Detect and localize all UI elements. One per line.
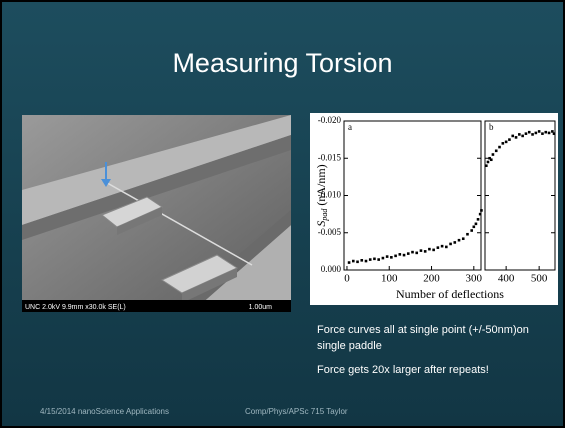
- point: [498, 146, 501, 149]
- point: [369, 258, 372, 261]
- point: [548, 132, 551, 135]
- point: [360, 259, 363, 262]
- y-label-unit: (nA/nm): [314, 164, 328, 205]
- point: [490, 158, 493, 161]
- point: [485, 164, 488, 167]
- point: [492, 153, 495, 156]
- point: [377, 258, 380, 261]
- point: [407, 252, 410, 255]
- footer-left: 4/15/2014 nanoScience Applications: [40, 407, 169, 416]
- y-tick-label: -0.020: [318, 115, 342, 125]
- x-axis-label: Number of deflections: [396, 287, 504, 301]
- point: [535, 132, 538, 135]
- point: [541, 132, 544, 135]
- point: [403, 254, 406, 257]
- y-tick-label: -0.015: [318, 152, 342, 162]
- point: [511, 135, 514, 138]
- point: [458, 239, 461, 242]
- point: [365, 260, 368, 263]
- point: [445, 246, 448, 249]
- y-label-subscript: pad: [320, 208, 329, 222]
- point: [420, 249, 423, 252]
- point: [473, 225, 476, 228]
- sem-image: UNC 2.0kV 9.9mm x30.0k SE(L) 1.00um: [22, 115, 291, 312]
- point: [551, 130, 554, 133]
- point: [462, 237, 465, 240]
- x-tick-label: 200: [423, 273, 440, 285]
- panel-label: a: [348, 122, 352, 132]
- point: [382, 257, 385, 260]
- panel-label: b: [489, 122, 494, 132]
- point: [479, 213, 482, 216]
- x-tick-label: 400: [498, 273, 515, 285]
- point: [505, 141, 508, 144]
- point: [453, 241, 456, 244]
- point: [495, 150, 498, 153]
- point: [518, 133, 521, 136]
- x-tick-label: 100: [381, 273, 398, 285]
- point: [373, 258, 376, 261]
- point: [424, 250, 427, 253]
- point: [432, 249, 435, 252]
- image-caption: UNC 2.0kV 9.9mm x30.0k SE(L): [25, 304, 126, 311]
- point: [411, 251, 414, 254]
- slide: Measuring Torsion UNC 2.0kV 9.9mm x30.0k…: [0, 0, 565, 428]
- point: [515, 136, 518, 139]
- point: [352, 260, 355, 263]
- point: [525, 132, 528, 135]
- point: [475, 223, 478, 226]
- point: [386, 255, 389, 258]
- point: [528, 131, 531, 134]
- point: [394, 255, 397, 258]
- point: [428, 248, 431, 251]
- point: [521, 135, 524, 138]
- point: [487, 161, 490, 164]
- point: [356, 261, 359, 264]
- point: [348, 261, 351, 264]
- chart: 0.000-0.005-0.010-0.015-0.020Spad(nA/nm)…: [310, 113, 558, 305]
- point: [390, 256, 393, 259]
- point: [502, 142, 505, 145]
- point: [470, 229, 473, 232]
- point: [538, 130, 541, 133]
- image-scale: 1.00um: [249, 304, 273, 311]
- point: [399, 253, 402, 256]
- bullet: Force curves all at single point (+/-50n…: [317, 322, 553, 354]
- x-tick-label: 0: [344, 273, 350, 285]
- x-tick-label: 300: [466, 273, 483, 285]
- y-tick-label: -0.005: [318, 227, 342, 237]
- point: [508, 138, 511, 141]
- point: [480, 209, 483, 212]
- footer-right: Comp/Phys/APSc 715 Taylor: [245, 407, 348, 416]
- x-tick-label: 500: [531, 273, 548, 285]
- point: [553, 132, 556, 135]
- point: [531, 133, 534, 136]
- bullet: Force gets 20x larger after repeats!: [317, 364, 553, 376]
- y-tick-label: 0.000: [321, 264, 342, 274]
- point: [449, 243, 452, 246]
- point: [466, 233, 469, 236]
- slide-title: Measuring Torsion: [2, 48, 563, 79]
- point: [441, 245, 444, 248]
- point: [437, 246, 440, 249]
- point: [415, 252, 418, 255]
- point: [544, 131, 547, 134]
- point: [477, 218, 480, 221]
